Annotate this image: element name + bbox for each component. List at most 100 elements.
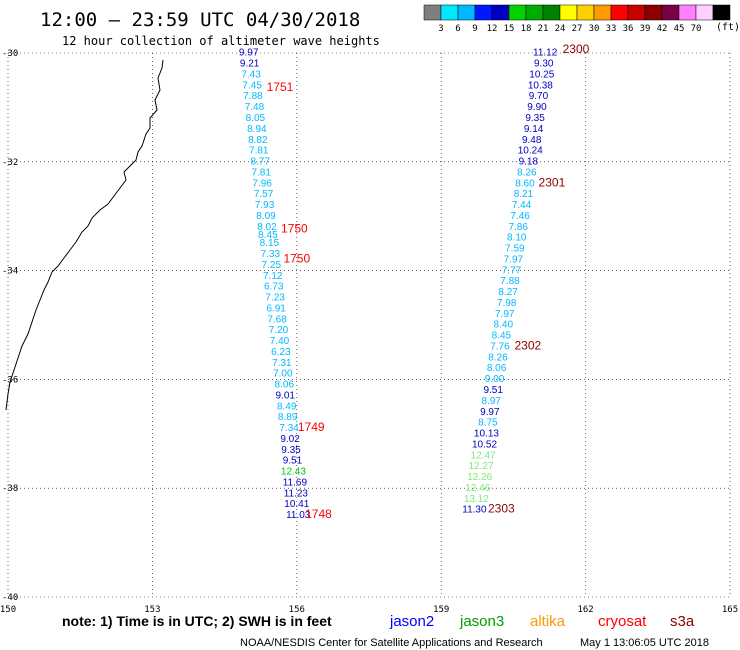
colorbar-swatch [457, 4, 476, 21]
page-title: 12:00 – 23:59 UTC 04/30/2018 [40, 9, 360, 31]
colorbar-swatch [593, 4, 612, 21]
satellite-legend-item: s3a [670, 613, 695, 630]
colorbar-swatch [576, 4, 595, 21]
lon-tick-label: 150 [0, 605, 16, 615]
wave-height-value: 8.77 [250, 157, 270, 168]
colorbar-label: 12 [487, 24, 498, 34]
wave-height-value: 12.47 [471, 450, 496, 461]
wave-height-value: 9.02 [280, 434, 300, 445]
wave-height-value: 7.34 [279, 423, 299, 434]
wave-height-value: 11.30 [462, 505, 487, 516]
wave-height-value: 7.44 [512, 200, 532, 211]
wave-height-value: 7.48 [245, 102, 265, 113]
colorbar-label: 36 [623, 24, 634, 34]
wave-height-value: 9.18 [519, 157, 539, 168]
wave-height-value: 8.27 [498, 287, 518, 298]
time-label: 1748 [305, 507, 332, 521]
lat-tick-label: -32 [2, 158, 18, 168]
wave-height-value: 8.26 [488, 352, 508, 363]
wave-height-value: 8.21 [514, 189, 534, 200]
colorbar-label: 3 [438, 24, 443, 34]
wave-height-value: 7.97 [495, 309, 515, 320]
time-label: 1751 [267, 80, 294, 94]
lon-tick-label: 153 [144, 605, 160, 615]
wave-height-value: 9.35 [525, 113, 545, 124]
lat-tick-label: -40 [2, 593, 18, 603]
colorbar-label: 9 [472, 24, 477, 34]
wave-height-value: 12.43 [281, 467, 306, 478]
wave-height-value: 10.38 [528, 80, 553, 91]
lon-tick-label: 165 [722, 605, 738, 615]
wave-height-value: 8.97 [482, 396, 502, 407]
colorbar-swatch [559, 4, 578, 21]
wave-height-value: 7.43 [241, 69, 261, 80]
colorbar-unit: (ft) [716, 22, 740, 33]
wave-height-value: 9.97 [480, 407, 500, 418]
wave-height-value: 8.09 [256, 211, 276, 222]
wave-height-value: 9.14 [524, 124, 544, 135]
colorbar-label: 15 [504, 24, 515, 34]
wave-height-value: 7.20 [269, 325, 289, 336]
wave-height-value: 10.24 [518, 146, 543, 157]
wave-height-value: 8.75 [478, 418, 498, 429]
footer-note: note: 1) Time is in UTC; 2) SWH is in fe… [62, 613, 332, 629]
wave-height-value: 12.26 [467, 472, 492, 483]
wave-height-value: 6.23 [271, 347, 291, 358]
wave-height-value: 7.96 [252, 178, 272, 189]
wave-height-value: 9.01 [276, 390, 296, 401]
wave-height-value: 8.26 [517, 167, 537, 178]
colorbar-label: 39 [640, 24, 651, 34]
satellite-legend-item: cryosat [598, 613, 647, 630]
colorbar-label: 24 [555, 24, 566, 34]
footer-credit: NOAA/NESDIS Center for Satellite Applica… [240, 637, 543, 649]
page-subtitle: 12 hour collection of altimeter wave hei… [62, 34, 380, 48]
colorbar-swatch [695, 4, 714, 21]
wave-height-value: 8.10 [507, 233, 527, 244]
time-label: 2300 [563, 42, 590, 56]
lat-tick-label: -34 [2, 267, 18, 277]
wave-height-value: 9.70 [529, 91, 549, 102]
wave-height-value: 13.12 [464, 494, 489, 505]
wave-height-value: 7.88 [243, 91, 263, 102]
colorbar-swatch [627, 4, 646, 21]
satellite-legend-item: jason3 [459, 613, 504, 630]
time-label: 1750 [281, 222, 308, 236]
colorbar-swatch [491, 4, 510, 21]
wave-height-value: 7.81 [251, 167, 271, 178]
time-label: 2302 [514, 338, 541, 352]
colorbar-swatch [474, 4, 493, 21]
wave-height-value: 8.06 [487, 363, 507, 374]
wave-height-value: 9.00 [485, 374, 505, 385]
wave-height-value: 8.45 [258, 230, 278, 241]
satellite-legend: jason2 jason3 altika cryosat s3a [389, 613, 695, 630]
wave-height-value: 7.31 [272, 358, 292, 369]
wave-height-value: 11.23 [284, 488, 309, 499]
colorbar-label: 18 [521, 24, 532, 34]
wave-height-value: 7.46 [510, 211, 530, 222]
wave-height-value: 9.90 [527, 102, 547, 113]
wave-height-value: 7.77 [502, 265, 522, 276]
wave-height-value: 9.21 [240, 59, 260, 70]
lon-tick-label: 156 [289, 605, 305, 615]
wave-height-value: 7.23 [265, 293, 285, 304]
time-label: 1750 [283, 251, 310, 265]
colorbar-swatch [644, 4, 663, 21]
wave-height-value: 12.46 [465, 483, 490, 494]
colorbar-label: 42 [657, 24, 668, 34]
wave-height-value: 10.13 [474, 429, 499, 440]
time-label: 2303 [488, 502, 515, 516]
wave-height-value: 8.15 [260, 238, 280, 249]
wave-height-value: 9.51 [483, 385, 503, 396]
wave-height-value: 7.88 [500, 276, 520, 287]
wave-height-value: 6.91 [266, 303, 286, 314]
wave-height-value: 8.94 [247, 124, 267, 135]
wave-height-value: 11.03 [286, 510, 311, 521]
wave-height-value: 7.57 [254, 189, 274, 200]
wave-height-value: 8.89 [278, 412, 298, 423]
time-label: 2301 [539, 175, 566, 189]
colorbar-label: 70 [691, 24, 702, 34]
wave-height-value: 8.05 [246, 113, 266, 124]
lat-tick-label: -38 [2, 484, 18, 494]
